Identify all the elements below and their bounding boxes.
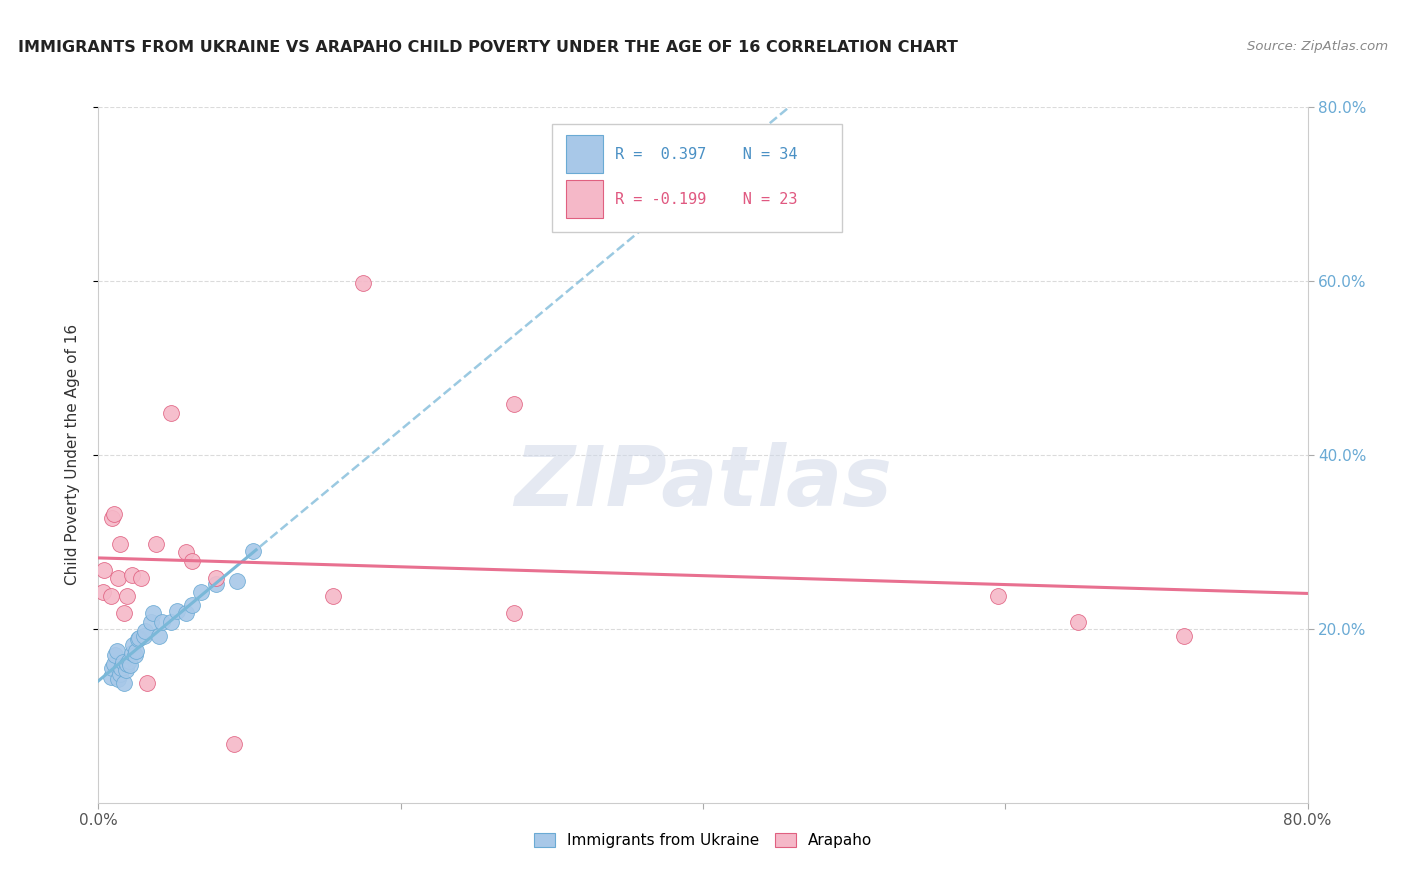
Point <box>103 507 125 521</box>
Point <box>108 667 131 681</box>
Text: Source: ZipAtlas.com: Source: ZipAtlas.com <box>1247 40 1388 54</box>
Point <box>242 543 264 558</box>
Point <box>174 606 197 620</box>
Point <box>150 615 173 629</box>
Point <box>112 675 135 690</box>
Point <box>503 606 526 620</box>
Legend: Immigrants from Ukraine, Arapaho: Immigrants from Ukraine, Arapaho <box>527 827 879 855</box>
Point <box>93 563 115 577</box>
Point <box>100 670 122 684</box>
Point <box>125 643 148 657</box>
Point <box>118 654 141 668</box>
Point <box>190 585 212 599</box>
Point <box>101 510 124 524</box>
Point <box>120 658 142 673</box>
Point <box>108 536 131 550</box>
Point <box>160 615 183 629</box>
Point <box>124 648 146 662</box>
Point <box>205 571 228 585</box>
Point <box>135 675 157 690</box>
Point <box>1173 629 1195 643</box>
Point <box>115 657 138 671</box>
Text: IMMIGRANTS FROM UKRAINE VS ARAPAHO CHILD POVERTY UNDER THE AGE OF 16 CORRELATION: IMMIGRANTS FROM UKRAINE VS ARAPAHO CHILD… <box>18 40 957 55</box>
Point <box>205 576 228 591</box>
Point <box>128 631 150 645</box>
Point <box>101 661 124 675</box>
Text: R =  0.397    N = 34: R = 0.397 N = 34 <box>614 146 797 161</box>
Point <box>160 406 183 420</box>
Text: ZIPatlas: ZIPatlas <box>515 442 891 524</box>
Point <box>142 606 165 620</box>
Point <box>91 585 114 599</box>
Point <box>174 545 197 559</box>
Point <box>111 655 134 669</box>
Point <box>122 638 145 652</box>
Point <box>181 554 204 568</box>
Point <box>141 615 163 629</box>
Point <box>112 606 135 620</box>
FancyBboxPatch shape <box>567 180 603 219</box>
Point <box>114 663 136 677</box>
Point <box>132 629 155 643</box>
Point <box>121 568 143 582</box>
Point <box>121 646 143 660</box>
Point <box>107 571 129 585</box>
Point <box>987 589 1010 603</box>
Point <box>100 589 122 603</box>
Point <box>103 657 125 671</box>
Point <box>181 598 204 612</box>
Point <box>129 571 152 585</box>
Point <box>105 643 128 657</box>
Point <box>107 673 129 687</box>
Point <box>166 605 188 619</box>
FancyBboxPatch shape <box>551 124 842 232</box>
Y-axis label: Child Poverty Under the Age of 16: Child Poverty Under the Age of 16 <box>65 325 80 585</box>
Point <box>1067 615 1090 629</box>
Point <box>134 624 156 638</box>
Point <box>148 629 170 643</box>
Point <box>322 589 344 603</box>
Point <box>104 648 127 662</box>
Point <box>352 276 374 290</box>
Point <box>224 737 246 751</box>
Point <box>145 536 167 550</box>
Point <box>115 589 138 603</box>
Point <box>226 574 249 588</box>
FancyBboxPatch shape <box>567 135 603 173</box>
Point <box>110 661 132 675</box>
Text: R = -0.199    N = 23: R = -0.199 N = 23 <box>614 192 797 207</box>
Point <box>503 397 526 411</box>
Point <box>127 632 149 647</box>
